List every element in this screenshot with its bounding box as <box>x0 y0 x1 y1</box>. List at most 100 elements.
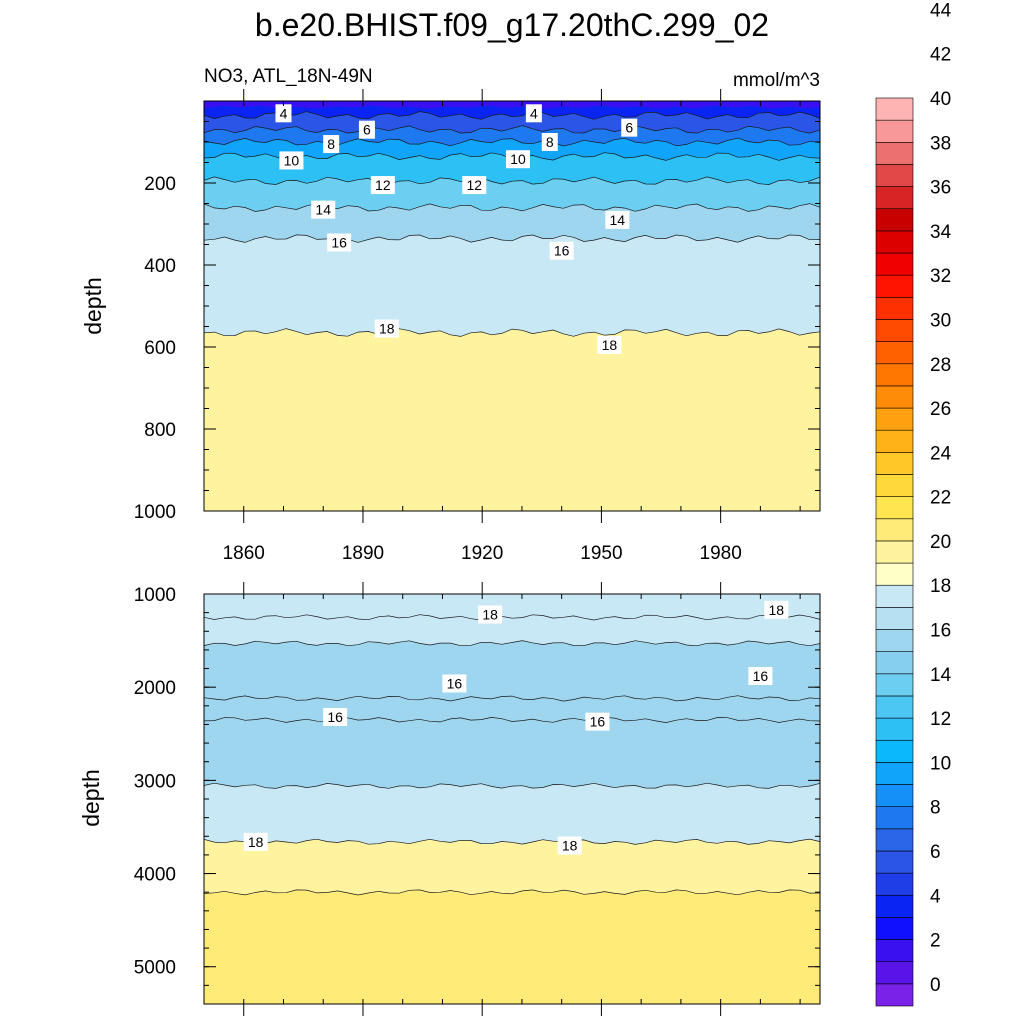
colorbar-tick-label: 8 <box>930 798 941 819</box>
svg-text:16: 16 <box>590 714 606 730</box>
colorbar-bin <box>875 319 914 342</box>
upper-contour-line-16 <box>203 234 821 243</box>
upper-contour-fill <box>204 101 820 511</box>
upper-contour-label-11: 14 <box>605 210 630 229</box>
colorbar-bin <box>875 961 914 985</box>
upper-y-tick-label: 1000 <box>134 502 176 523</box>
colorbar-tick-label: 22 <box>930 488 951 509</box>
upper-y-tick-label: 200 <box>144 174 176 195</box>
colorbar-bin <box>875 917 914 940</box>
upper-contour-label-12: 16 <box>327 233 352 252</box>
colorbar-bin <box>875 828 914 852</box>
upper-contour-label-8: 12 <box>370 176 395 195</box>
colorbar-tick-label: 16 <box>930 621 951 642</box>
svg-text:16: 16 <box>753 668 769 684</box>
upper-band-surface <box>204 101 820 109</box>
colorbar-bin <box>875 762 914 785</box>
colorbar-tick-label: 36 <box>930 178 951 199</box>
svg-text:12: 12 <box>466 177 482 193</box>
lower-y-tick-label: 4000 <box>134 865 176 886</box>
lower-contour-label-6: 18 <box>243 832 268 851</box>
upper-contour-label-15: 18 <box>597 335 622 354</box>
upper-y-tick-label: 800 <box>144 420 176 441</box>
x-tick-label: 1950 <box>580 543 622 564</box>
colorbar-tick-label: 20 <box>930 532 951 553</box>
svg-text:4: 4 <box>530 105 538 121</box>
svg-text:8: 8 <box>327 136 335 152</box>
colorbar-tick-label: 2 <box>930 931 941 952</box>
colorbar-bin <box>875 186 914 210</box>
colorbar-bin <box>875 252 914 276</box>
upper-y-tick-label: 600 <box>144 338 176 359</box>
colorbar-bin <box>875 429 914 453</box>
lower-contour-line-18 <box>203 640 821 647</box>
svg-text:18: 18 <box>602 337 618 353</box>
colorbar-bin <box>875 806 914 830</box>
colorbar-bin <box>875 518 914 542</box>
lower-contour-label-3: 16 <box>748 667 773 685</box>
lower-contour-label-1: 18 <box>764 600 789 619</box>
colorbar-bin <box>875 651 914 675</box>
lower-contour-lines <box>203 614 821 896</box>
colorbar-bin <box>875 97 914 121</box>
colorbar-bin <box>875 695 914 719</box>
colorbar-bin <box>875 562 914 586</box>
lower-panel: 18 18 16 16 16 16 18 18 1000 2000 3000 4000 5000 de… <box>78 582 821 1016</box>
variable-label: NO3, ATL_18N-49N <box>204 66 373 87</box>
lower-contour-fill <box>204 594 820 1004</box>
upper-contour-label-0: 4 <box>275 104 292 123</box>
units-label: mmol/m^3 <box>733 70 820 91</box>
colorbar-tick-label: 44 <box>930 0 952 21</box>
lower-contour-line-16 <box>203 695 821 702</box>
lower-y-tick-label: 2000 <box>134 678 176 699</box>
chart-title: b.e20.BHIST.f09_g17.20thC.299_02 <box>255 7 769 43</box>
colorbar-bin <box>875 208 914 232</box>
svg-text:18: 18 <box>248 834 264 850</box>
svg-text:4: 4 <box>280 105 288 121</box>
colorbar-tick-label: 42 <box>930 45 951 66</box>
colorbar-tick-label: 40 <box>930 89 951 110</box>
lower-band-18 <box>204 594 820 620</box>
colorbar-bin <box>875 584 914 608</box>
svg-text:16: 16 <box>447 675 463 691</box>
colorbar-bin <box>875 629 914 652</box>
upper-contour-label-2: 6 <box>358 120 375 139</box>
svg-text:12: 12 <box>375 177 391 193</box>
colorbar-tick-label: 4 <box>930 886 941 907</box>
lower-contour-line-16 <box>203 782 821 789</box>
upper-contour-label-14: 18 <box>374 319 399 338</box>
svg-text:10: 10 <box>510 151 526 167</box>
colorbar-tick-label: 28 <box>930 355 951 376</box>
upper-contour-line-4 <box>203 111 821 120</box>
colorbar-bin <box>875 850 914 874</box>
colorbar-tick-label: 24 <box>930 443 952 464</box>
upper-contour-line-6 <box>203 125 821 134</box>
colorbar-bin <box>875 784 914 807</box>
colorbar-tick-label: 26 <box>930 399 951 420</box>
lower-contour-line-18 <box>203 614 821 621</box>
upper-contour-label-3: 6 <box>621 118 638 137</box>
colorbar-bin <box>875 297 914 320</box>
x-tick-label: 1890 <box>342 543 384 564</box>
upper-contour-label-4: 8 <box>323 135 340 154</box>
lower-contour-label-5: 16 <box>585 712 610 731</box>
lower-contour-line-18 <box>203 838 821 845</box>
svg-text:8: 8 <box>546 134 554 150</box>
lower-y-tick-label: 1000 <box>134 585 176 606</box>
svg-text:18: 18 <box>768 602 784 618</box>
lower-contour-labels: 18 18 16 16 16 16 18 18 <box>243 600 789 855</box>
colorbar-bin <box>875 119 914 143</box>
colorbar-bin <box>875 452 914 475</box>
upper-contour-label-7: 10 <box>505 150 530 169</box>
colorbar-bin <box>875 496 914 520</box>
upper-contour-label-9: 12 <box>462 176 487 195</box>
colorbar-tick-label: 38 <box>930 133 951 154</box>
colorbar-tick-label: 34 <box>930 222 952 243</box>
colorbar-tick-label: 12 <box>930 709 951 730</box>
colorbar-bin <box>875 274 914 298</box>
colorbar-tick-label: 0 <box>930 975 941 996</box>
colorbar-bin <box>875 474 914 497</box>
x-tick-label: 1860 <box>223 543 265 564</box>
svg-text:6: 6 <box>363 122 371 138</box>
upper-contour-label-6: 10 <box>279 151 304 170</box>
